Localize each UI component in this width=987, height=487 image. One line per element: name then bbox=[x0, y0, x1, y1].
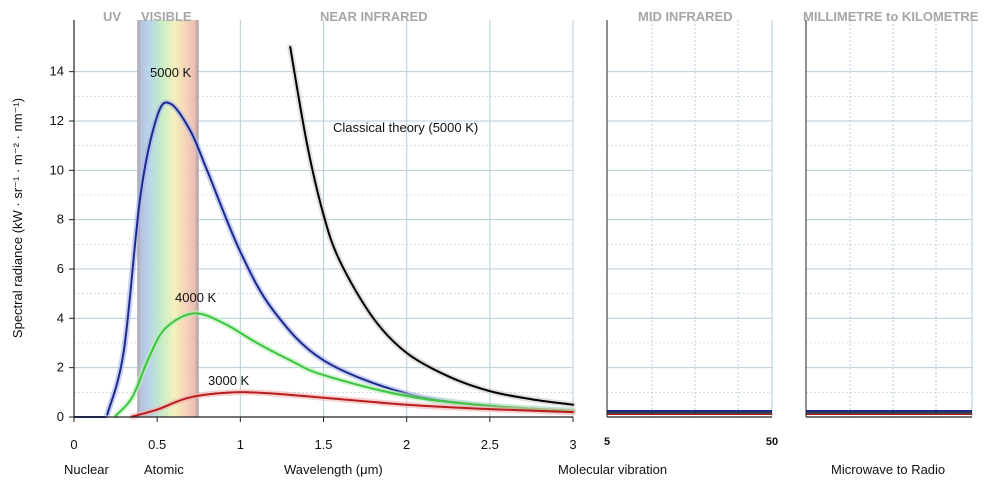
label-4000k: 4000 K bbox=[175, 290, 217, 305]
main-panel-grid bbox=[74, 20, 574, 417]
band-label-uv: UV bbox=[103, 9, 121, 24]
x-tick-label: 1.5 bbox=[314, 437, 332, 452]
bottom-label-nuclear: Nuclear bbox=[64, 462, 109, 477]
y-tick-labels: 0 2 4 6 8 10 12 14 bbox=[50, 64, 64, 424]
x-tick-label: 0.5 bbox=[148, 437, 166, 452]
y-tick-label: 8 bbox=[57, 212, 64, 227]
y-axis-label: Spectral radiance (kW · sr⁻¹ · m⁻² · nm⁻… bbox=[10, 98, 25, 338]
series-line-classical-theory-5000-k- bbox=[289, 46, 574, 406]
label-3000k: 3000 K bbox=[208, 373, 250, 388]
mid-ir-tick-50: 50 bbox=[766, 436, 778, 448]
mm-km-panel-grid bbox=[806, 20, 973, 417]
ir-edge-band bbox=[195, 20, 199, 417]
band-label-mid-ir: MID INFRARED bbox=[638, 9, 733, 24]
y-tick-label: 0 bbox=[57, 409, 64, 424]
x-tick-label: 1 bbox=[237, 437, 244, 452]
y-tick-label: 14 bbox=[50, 64, 64, 79]
x-tick-labels: 0 0.5 1 1.5 2 2.5 3 bbox=[70, 437, 576, 452]
far-band-lines bbox=[607, 410, 972, 415]
series-line-4000-k bbox=[114, 312, 574, 417]
band-label-visible: VISIBLE bbox=[141, 9, 192, 24]
x-tick-label: 2.5 bbox=[481, 437, 499, 452]
band-label-mm-km: MILLIMETRE to KILOMETRE bbox=[803, 9, 979, 24]
series-glow-3 bbox=[287, 44, 576, 408]
y-tick-label: 10 bbox=[50, 162, 64, 177]
bottom-label-radio: Microwave to Radio bbox=[831, 462, 945, 477]
x-tick-label: 2 bbox=[403, 437, 410, 452]
mid-ir-tick-5: 5 bbox=[604, 436, 610, 448]
y-tick-label: 2 bbox=[57, 360, 64, 375]
x-axis-label: Wavelength (μm) bbox=[284, 462, 383, 477]
visible-spectrum-band bbox=[137, 20, 199, 417]
y-tick-label: 12 bbox=[50, 113, 64, 128]
y-tick-label: 4 bbox=[57, 310, 64, 325]
bottom-label-molecular: Molecular vibration bbox=[558, 462, 667, 477]
band-label-near-ir: NEAR INFRARED bbox=[320, 9, 428, 24]
label-5000k: 5000 K bbox=[150, 65, 192, 80]
label-classical-theory: Classical theory (5000 K) bbox=[333, 120, 478, 135]
x-tick-label: 3 bbox=[569, 437, 576, 452]
spectral-curves bbox=[74, 44, 576, 420]
axes bbox=[69, 20, 972, 422]
x-tick-label: 0 bbox=[70, 437, 77, 452]
bottom-label-atomic: Atomic bbox=[144, 462, 184, 477]
mid-ir-panel-grid bbox=[607, 20, 773, 417]
y-tick-label: 6 bbox=[57, 261, 64, 276]
series-line-3000-k bbox=[131, 391, 574, 418]
